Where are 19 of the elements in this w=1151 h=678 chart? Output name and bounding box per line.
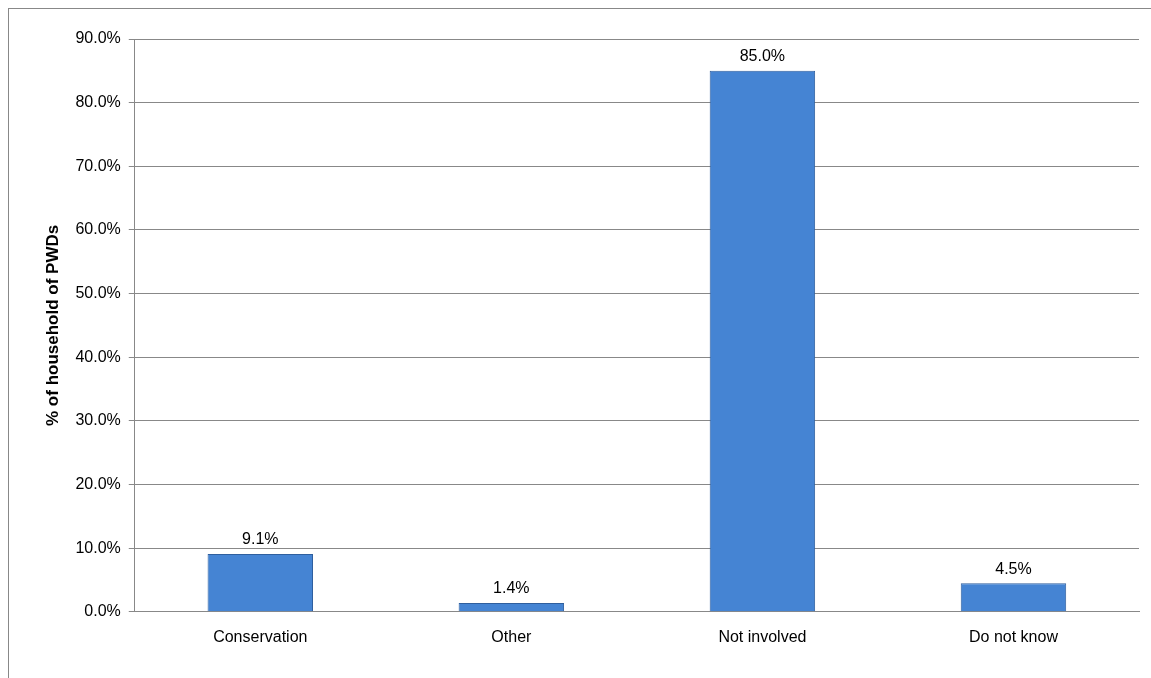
y-tick-label: 40.0% — [75, 347, 121, 365]
x-tick-label: Other — [491, 627, 533, 645]
y-tick-label: 10.0% — [75, 538, 121, 556]
x-tick-label: Do not know — [969, 627, 1059, 645]
y-tick-label: 30.0% — [75, 411, 121, 429]
y-tick-label: 20.0% — [75, 474, 121, 492]
data-label: 1.4% — [493, 579, 530, 597]
y-tick-label: 80.0% — [75, 93, 121, 111]
data-label: 4.5% — [995, 559, 1032, 577]
y-tick-label: 60.0% — [75, 220, 121, 238]
y-tick-label: 70.0% — [75, 156, 121, 174]
y-tick-label: 90.0% — [75, 29, 121, 47]
x-tick-label: Not involved — [718, 627, 807, 645]
y-axis-title: % of household of PWDs — [42, 224, 62, 426]
data-label: 85.0% — [739, 47, 786, 65]
y-tick-label: 0.0% — [84, 602, 121, 620]
data-label: 9.1% — [242, 530, 279, 548]
y-tick-label: 50.0% — [75, 283, 121, 301]
x-tick-label: Conservation — [213, 627, 308, 645]
